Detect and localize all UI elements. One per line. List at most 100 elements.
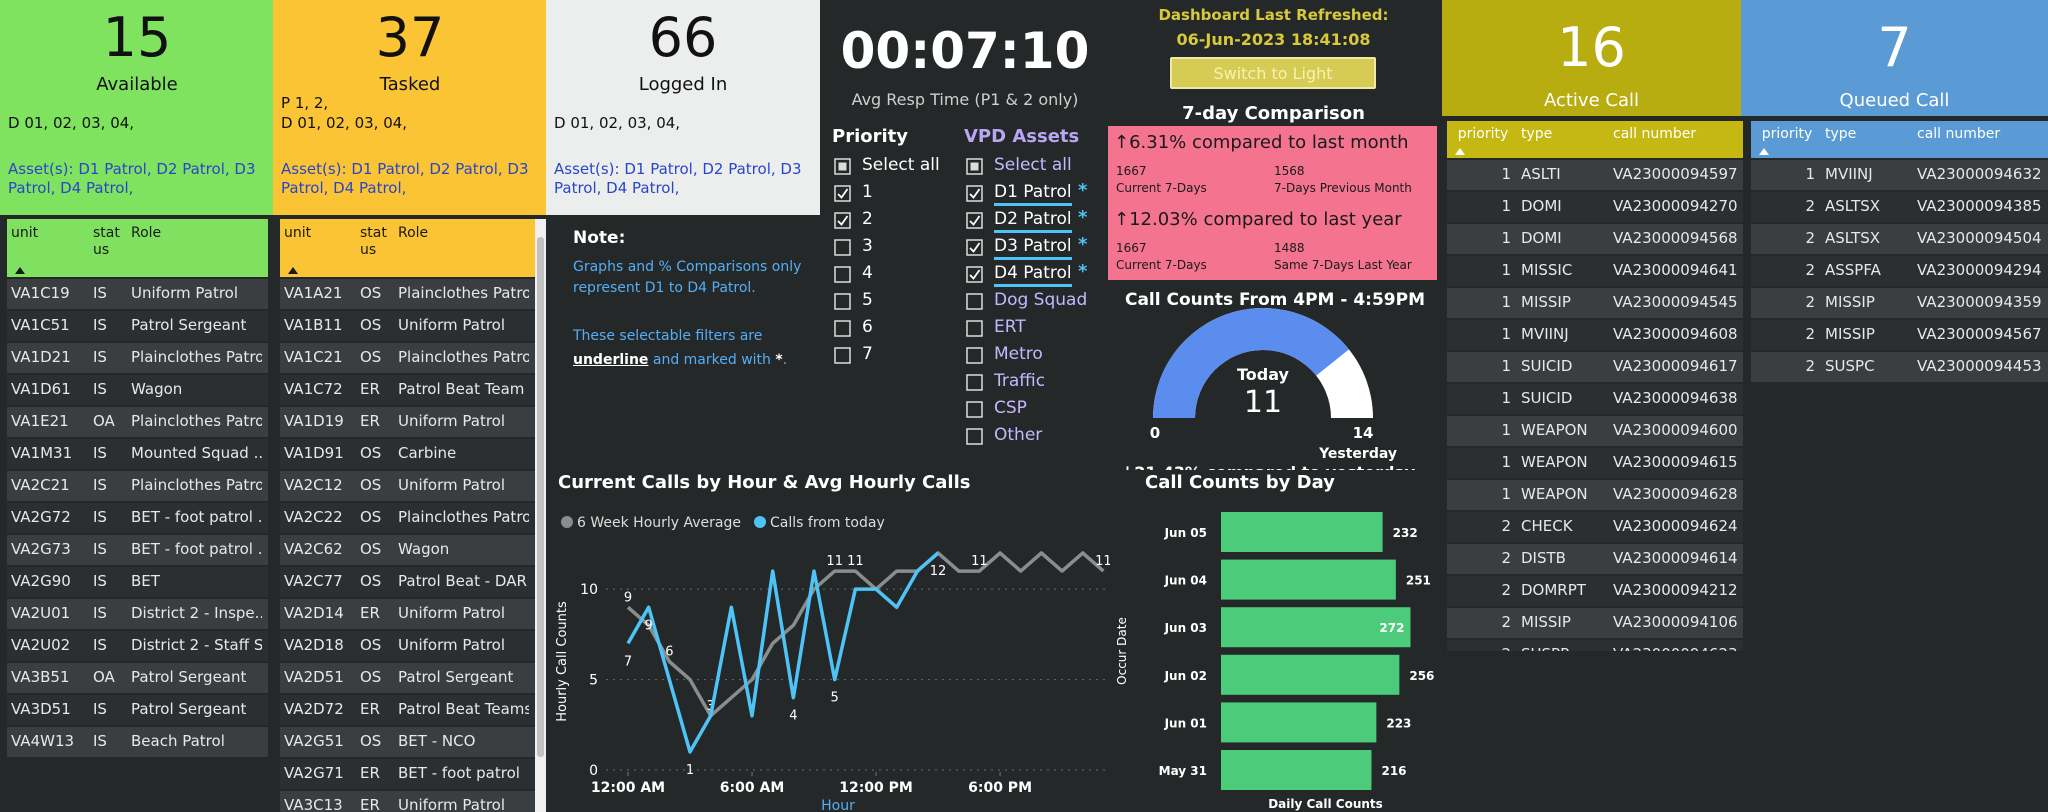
table-row: VA2C62 OS Wagon xyxy=(280,535,535,565)
filter-option[interactable]: 7 xyxy=(862,344,873,364)
checkbox[interactable] xyxy=(966,266,983,283)
filter-option[interactable]: 2 xyxy=(862,209,873,229)
table-cell: VA23000094106 xyxy=(1613,613,1737,631)
table-cell: DOMRPT xyxy=(1521,581,1586,599)
checkbox[interactable] xyxy=(966,347,983,364)
table-cell: VA23000094453 xyxy=(1917,357,2042,375)
table-cell: Plainclothes Patro xyxy=(131,476,262,494)
column-header[interactable]: priority xyxy=(1457,126,1509,142)
checkbox[interactable] xyxy=(834,239,851,256)
gauge-label: Today xyxy=(1237,365,1290,384)
filter-option[interactable]: CSP xyxy=(994,398,1027,418)
filter-option[interactable]: 6 xyxy=(862,317,873,337)
table-cell: Uniform Patrol xyxy=(398,412,506,430)
checkbox[interactable] xyxy=(966,401,983,418)
table-cell: VA2G73 xyxy=(11,540,71,558)
column-header[interactable]: call number xyxy=(1613,126,1697,142)
filter-option[interactable]: Select all xyxy=(862,155,940,175)
table-cell: WEAPON xyxy=(1521,485,1588,503)
table-cell: ER xyxy=(360,764,380,782)
filter-option[interactable]: ERT xyxy=(994,317,1026,337)
table-row: VA2G73 IS BET - foot patrol .. xyxy=(7,535,268,565)
checkbox[interactable] xyxy=(834,347,851,364)
data-label: 216 xyxy=(1381,764,1406,778)
column-header[interactable]: Role xyxy=(398,225,429,241)
checkbox[interactable] xyxy=(966,428,983,445)
x-tick-label: 12:00 AM xyxy=(591,780,665,796)
sort-arrow xyxy=(288,267,298,274)
table-cell: Plainclothes Patro xyxy=(398,284,529,302)
gauge-max: 14 xyxy=(1353,424,1374,442)
table-row: VA2D14 ER Uniform Patrol xyxy=(280,599,535,629)
scrollbar-thumb[interactable] xyxy=(537,237,544,757)
filter-option[interactable]: Dog Squad xyxy=(994,290,1088,310)
filter-option[interactable]: D2 Patrol xyxy=(994,209,1072,233)
column-header[interactable]: Role xyxy=(131,225,162,241)
filter-option[interactable]: D3 Patrol xyxy=(994,236,1072,260)
checkbox[interactable] xyxy=(966,185,983,202)
column-header[interactable]: call number xyxy=(1917,126,2001,142)
column-header[interactable]: unit xyxy=(284,225,312,241)
filter-option[interactable]: D1 Patrol xyxy=(994,182,1072,206)
checkbox[interactable] xyxy=(966,239,983,256)
checkbox-check xyxy=(969,215,981,226)
column-header[interactable]: priority xyxy=(1761,126,1813,142)
table-cell: IS xyxy=(93,700,107,718)
checkbox[interactable] xyxy=(834,158,851,175)
checkbox[interactable] xyxy=(834,266,851,283)
filter-option[interactable]: 5 xyxy=(862,290,873,310)
checkbox-frame xyxy=(834,320,851,337)
y-tick-label: May 31 xyxy=(1159,764,1207,778)
table-cell: VA1D19 xyxy=(284,412,344,430)
table-cell: ER xyxy=(360,796,380,812)
table-cell: VA23000094617 xyxy=(1613,357,1737,375)
column-header[interactable]: type xyxy=(1825,126,1857,142)
filter-option[interactable]: Other xyxy=(994,425,1043,445)
checkbox[interactable] xyxy=(966,320,983,337)
table-row: VA3C13 ER Uniform Patrol xyxy=(280,791,535,812)
theme-button[interactable]: Switch to Light xyxy=(1170,57,1376,89)
filter-option[interactable]: D4 Patrol xyxy=(994,263,1072,287)
checkbox[interactable] xyxy=(834,185,851,202)
checkbox-check xyxy=(837,215,849,226)
checkbox[interactable] xyxy=(966,212,983,229)
column-header[interactable]: unit xyxy=(11,225,39,241)
filter-option[interactable]: 4 xyxy=(862,263,873,283)
column-header[interactable]: status xyxy=(93,225,120,258)
legend-swatch xyxy=(561,516,573,528)
table-row: 1 WEAPON VA23000094615 xyxy=(1447,448,1743,478)
table-cell: DOMI xyxy=(1521,197,1562,215)
scrollbar[interactable] xyxy=(535,219,546,812)
comparison-previous: 1568 xyxy=(1274,164,1305,178)
filter-option[interactable]: 1 xyxy=(862,182,873,202)
sort-indicator[interactable] xyxy=(1455,148,1465,155)
table-cell: VA2G90 xyxy=(11,572,71,590)
filter-option[interactable]: Traffic xyxy=(994,371,1046,391)
sort-indicator[interactable] xyxy=(15,267,25,274)
filter-option[interactable]: Select all xyxy=(994,155,1072,175)
filter-option[interactable]: Metro xyxy=(994,344,1043,364)
x-axis-title: Daily Call Counts xyxy=(1268,797,1383,811)
checkbox[interactable] xyxy=(966,374,983,391)
sort-indicator[interactable] xyxy=(288,267,298,274)
table-cell: 1 xyxy=(1501,389,1511,407)
table-row: VA2D18 OS Uniform Patrol xyxy=(280,631,535,661)
checkbox[interactable] xyxy=(834,293,851,310)
sort-indicator[interactable] xyxy=(1759,148,1769,155)
checkbox[interactable] xyxy=(834,212,851,229)
checkbox[interactable] xyxy=(966,293,983,310)
table-cell: 2 xyxy=(1501,517,1511,535)
table-row: 1 DOMI VA23000094270 xyxy=(1447,192,1743,222)
column-header[interactable]: type xyxy=(1521,126,1553,142)
bar xyxy=(1221,654,1400,695)
table-cell: Patrol Beat Team xyxy=(398,380,525,398)
filter-option[interactable]: 3 xyxy=(862,236,873,256)
card-filter: P 1, 2, xyxy=(281,94,329,112)
table-cell: IS xyxy=(93,444,107,462)
table-cell: VA1C72 xyxy=(284,380,343,398)
checkbox[interactable] xyxy=(834,320,851,337)
table-cell: Patrol Sergeant xyxy=(398,668,514,686)
filter-title: Priority xyxy=(832,126,908,147)
checkbox[interactable] xyxy=(966,158,983,175)
column-header[interactable]: status xyxy=(360,225,387,258)
